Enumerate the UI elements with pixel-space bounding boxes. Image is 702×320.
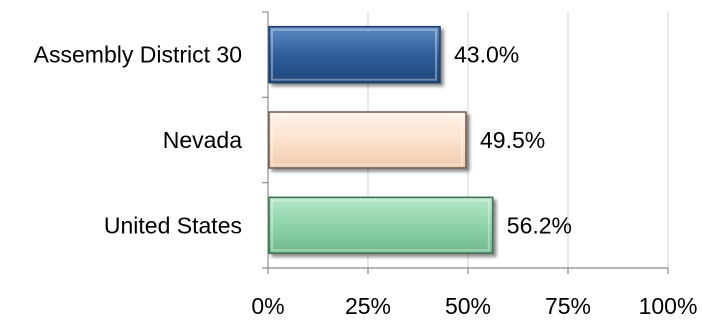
bar-bevel-nevada	[271, 114, 463, 166]
data-label-assembly-district-30: 43.0%	[454, 42, 519, 68]
bar-assembly-district-30	[268, 25, 441, 84]
data-label-nevada: 49.5%	[480, 127, 545, 153]
bar-bevel-united-states	[271, 199, 490, 252]
bar-united-states	[268, 196, 494, 255]
bar-bevel-assembly-district-30	[271, 28, 437, 81]
bars	[268, 25, 494, 255]
tick-labels: 0% 25% 50% 75% 100%	[251, 293, 697, 319]
x-tick-label-100: 100%	[639, 293, 698, 319]
data-label-united-states: 56.2%	[507, 212, 572, 238]
category-label-united-states: United States	[104, 212, 242, 238]
x-tick-label-25: 25%	[345, 293, 391, 319]
bar-nevada	[268, 111, 467, 169]
x-tick-label-75: 75%	[545, 293, 591, 319]
category-labels: Assembly District 30 Nevada United States	[34, 42, 243, 239]
axes	[262, 11, 669, 274]
data-labels: 43.0% 49.5% 56.2%	[454, 42, 572, 239]
x-tick-label-0: 0%	[251, 293, 284, 319]
category-label-assembly-district-30: Assembly District 30	[34, 42, 242, 68]
x-tick-label-50: 50%	[445, 293, 491, 319]
category-label-nevada: Nevada	[163, 127, 242, 153]
